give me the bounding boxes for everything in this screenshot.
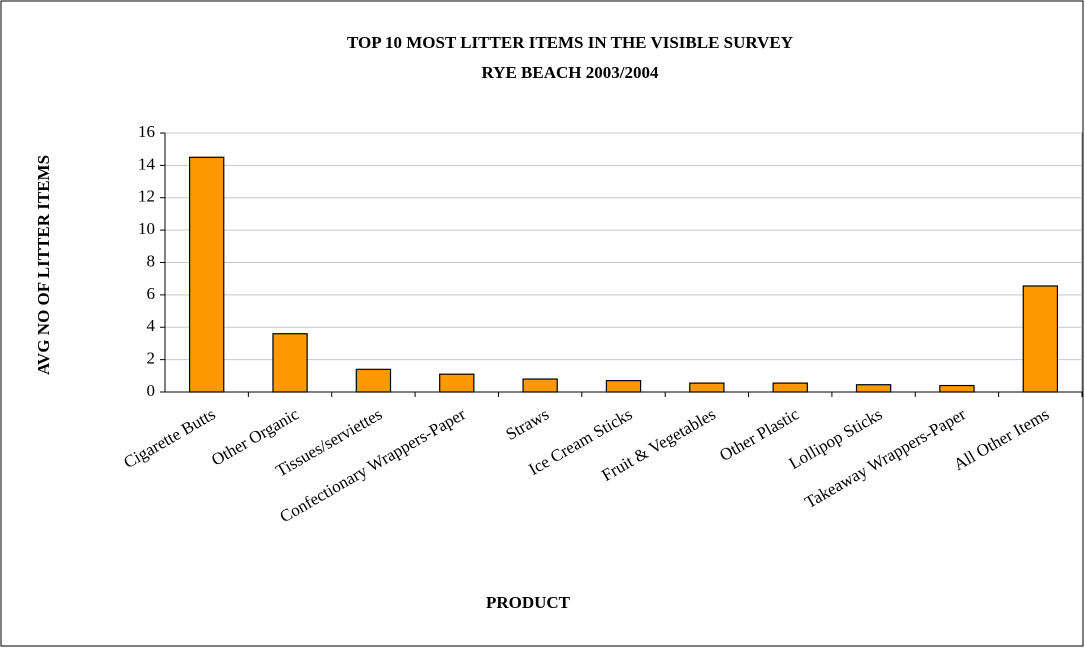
bar xyxy=(772,382,808,393)
bar xyxy=(272,333,308,393)
y-tick-label: 16 xyxy=(138,122,155,141)
bar xyxy=(605,380,642,393)
chart-title: TOP 10 MOST LITTER ITEMS IN THE VISIBLE … xyxy=(347,33,793,52)
y-tick-label: 0 xyxy=(147,381,156,400)
y-axis-label: AVG NO OF LITTER ITEMS xyxy=(34,155,53,375)
bar xyxy=(355,368,392,393)
bar xyxy=(689,382,725,393)
y-tick-label: 6 xyxy=(147,284,156,303)
y-tick-label: 4 xyxy=(147,316,156,335)
y-tick-label: 8 xyxy=(147,251,156,270)
bar xyxy=(855,384,892,393)
y-tick-label: 12 xyxy=(138,187,155,206)
bar xyxy=(439,373,475,393)
y-tick-label: 2 xyxy=(147,349,156,368)
y-tick-label: 14 xyxy=(138,154,156,173)
x-axis-label: PRODUCT xyxy=(486,593,571,612)
bar xyxy=(522,378,558,393)
y-tick-label: 10 xyxy=(138,219,155,238)
bar xyxy=(1022,285,1059,393)
chart-subtitle: RYE BEACH 2003/2004 xyxy=(482,63,659,82)
bar xyxy=(188,156,225,393)
bar xyxy=(939,384,975,393)
